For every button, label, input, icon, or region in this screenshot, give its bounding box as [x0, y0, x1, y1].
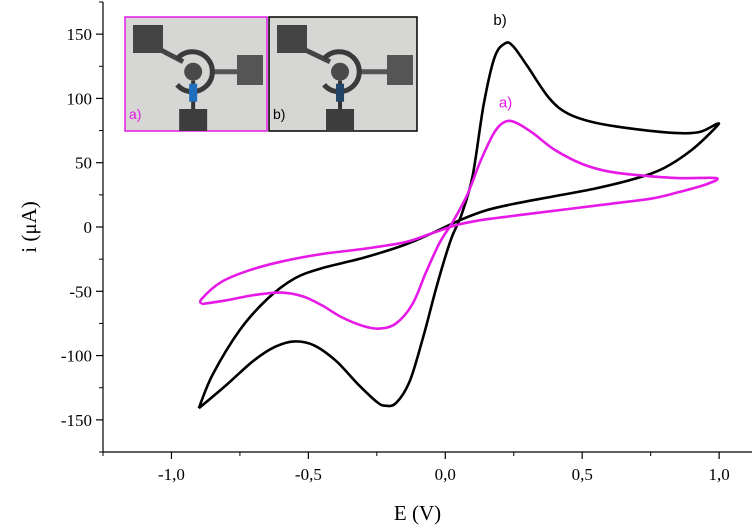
counter-electrode-ring-icon [322, 49, 362, 95]
y-tick-label: -100 [61, 347, 92, 366]
x-tick-label: -1,0 [158, 465, 185, 484]
y-tick-label: 0 [84, 218, 93, 237]
curve-labels: b) a) [493, 12, 512, 111]
working-electrode-disc-icon [331, 62, 350, 81]
curve-label: a) [499, 94, 512, 111]
y-tick-label: -50 [69, 282, 92, 301]
electrode-pad-icon [387, 55, 413, 85]
sample-drop-icon [336, 83, 345, 102]
y-tick-label: 50 [75, 154, 92, 173]
axes: -150 -100 -50 0 50 100 150 -1,0 -0,5 0,0 0,5 1,0 [61, 1, 752, 484]
sample-drop-icon [189, 83, 198, 102]
x-tick-label: 0,5 [572, 465, 593, 484]
inset-label: a) [129, 106, 141, 122]
electrode-pad-icon [326, 109, 355, 131]
curves [197, 41, 721, 410]
curve-label: b) [493, 12, 506, 29]
x-tick-label: -0,5 [295, 465, 322, 484]
counter-electrode-ring-icon [175, 49, 215, 95]
y-tick-label: 150 [67, 25, 93, 44]
series-line [198, 119, 719, 330]
electrode-pad-icon [179, 109, 208, 131]
y-axis-title: i (μA) [17, 201, 41, 253]
x-tick-label: 1,0 [709, 465, 730, 484]
y-tick-label: 100 [67, 89, 93, 108]
x-axis-title: E (V) [394, 501, 441, 525]
y-tick-label: -150 [61, 411, 92, 430]
working-electrode-disc-icon [184, 62, 203, 81]
insets: a) b) [124, 16, 418, 132]
inset-label: b) [273, 106, 285, 122]
x-tick-label: 0,0 [435, 465, 456, 484]
electrode-pad-icon [237, 55, 263, 85]
